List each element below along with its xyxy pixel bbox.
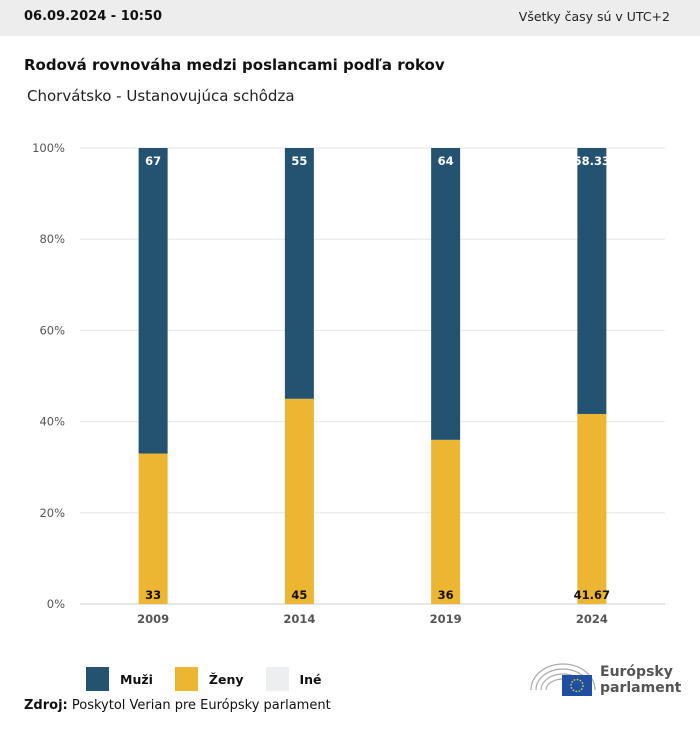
bar-segment-Ženy: [138, 453, 168, 604]
bar-segment-Ženy: [577, 413, 607, 604]
data-label: 64: [438, 154, 454, 168]
data-label: 67: [145, 154, 161, 168]
data-label: 33: [145, 588, 161, 602]
data-label: 55: [291, 154, 307, 168]
data-label: 45: [291, 588, 307, 602]
legend-swatch: [174, 667, 198, 691]
source-text: Poskytol Verian pre Európsky parlament: [67, 698, 331, 713]
datetime: 06.09.2024 - 10:50: [24, 9, 163, 24]
y-tick-label: 40%: [39, 415, 65, 429]
bar-segment-Muži: [284, 148, 314, 399]
legend-item-men[interactable]: Muži: [86, 667, 153, 691]
x-tick-label: 2019: [430, 612, 462, 626]
legend-item-other[interactable]: Iné: [265, 667, 322, 691]
timezone-note: Všetky časy sú v UTC+2: [518, 9, 670, 24]
logo-line2: parlament: [600, 680, 682, 696]
legend-label: Iné: [299, 671, 322, 687]
y-tick-label: 20%: [39, 506, 65, 520]
bar-segment-Muži: [138, 148, 168, 454]
legend-swatch: [86, 667, 109, 691]
bar-segment-Muži: [431, 148, 461, 440]
data-label: 58.33: [574, 154, 610, 168]
x-tick-label: 2024: [576, 612, 608, 626]
y-tick-label: 60%: [39, 323, 65, 337]
y-tick-label: 80%: [39, 232, 65, 246]
bar-segment-Muži: [577, 148, 607, 414]
stacked-bar-chart: 0% 20% 40% 60% 80% 100% 33 67 2009 45 55 2014 36 64 20…: [32, 141, 665, 626]
source-note: Zdroj: Poskytol Verian pre Európsky parl…: [24, 698, 331, 713]
y-tick-label: 100%: [32, 141, 65, 155]
parliament-hemicycle-icon: [530, 663, 596, 696]
bar-segment-Ženy: [431, 439, 461, 604]
header-bar: 06.09.2024 - 10:50 Všetky časy sú v UTC+…: [0, 0, 700, 36]
data-label: 41.67: [574, 588, 610, 602]
european-parliament-logo: Európsky parlament: [528, 660, 682, 700]
logo-line1: Európsky: [600, 664, 673, 680]
x-tick-label: 2014: [283, 612, 315, 626]
source-label: Zdroj:: [24, 698, 68, 713]
legend-label: Muži: [120, 671, 153, 687]
legend-label: Ženy: [208, 671, 244, 687]
legend-item-women[interactable]: Ženy: [174, 667, 244, 691]
legend: Muži Ženy Iné: [86, 667, 344, 691]
chart-title: Rodová rovnováha medzi poslancami podľa …: [24, 56, 445, 74]
y-tick-label: 0%: [47, 597, 65, 611]
x-tick-label: 2009: [137, 612, 169, 626]
chart-subtitle: Chorvátsko - Ustanovujúca schôdza: [27, 87, 295, 105]
bar-segment-Ženy: [284, 398, 314, 604]
legend-swatch: [265, 667, 289, 691]
data-label: 36: [438, 588, 454, 602]
